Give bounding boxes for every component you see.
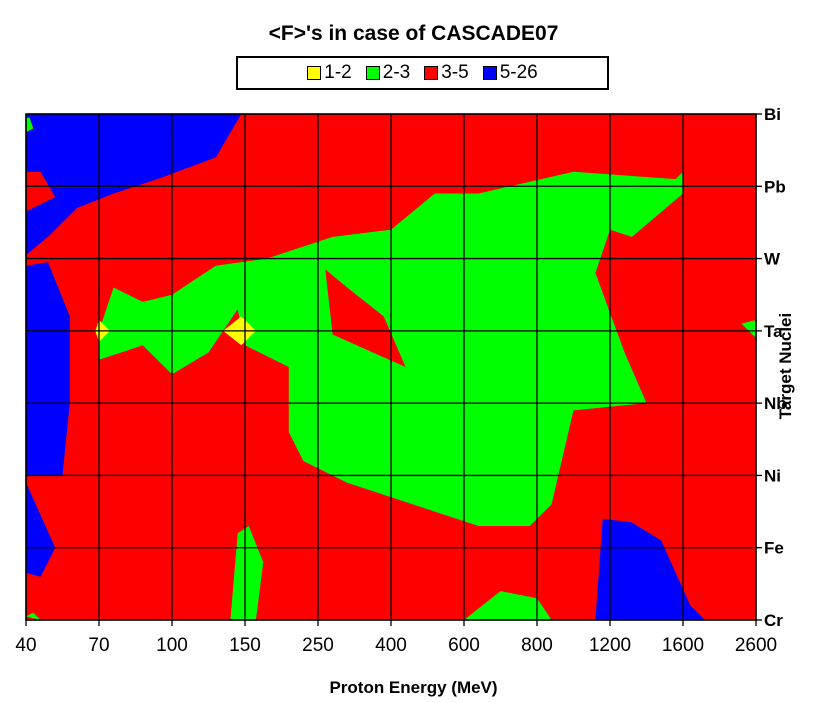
y-tick-label-Cr: Cr [764,611,783,630]
contour-region-2-3-10 [464,591,552,620]
legend-swatch-2-3 [365,66,380,80]
x-tick-label-1600: 1600 [662,635,704,656]
y-tick-label-Bi: Bi [764,105,781,124]
y-axis-label: Target Nuclei [776,312,795,420]
contour-region-3-5-8 [325,269,406,367]
x-axis-label: Proton Energy (MeV) [329,678,498,697]
contour-region-3-5-2 [26,171,56,212]
legend-label-3-5: 3-5 [441,62,469,83]
contour-region-2-3-11 [26,612,41,620]
x-axis-ticks: 40 70 100 150 250 400 600 800 1200 1600 2600 [15,620,777,656]
contour-region-2-3-9 [230,526,264,620]
x-tick-label-800: 800 [521,635,553,656]
legend-label-1-2: 1-2 [324,62,352,83]
x-tick-label-70: 70 [88,635,109,656]
contour-region-2-3-12 [741,320,756,339]
y-tick-label-Nb: Nb [764,394,787,413]
contour-region-5-26-1 [26,114,242,255]
y-tick-label-Pb: Pb [764,177,786,196]
legend-swatch-1-2 [307,66,322,80]
y-tick-label-Ta: Ta [764,322,783,341]
x-tick-label-250: 250 [302,635,334,656]
legend-item-5-26: 5-26 [482,62,538,84]
x-tick-label-1200: 1200 [589,635,631,656]
x-tick-label-400: 400 [375,635,407,656]
contour-region-5-26-6 [595,518,705,620]
x-tick-label-100: 100 [156,635,188,656]
legend-item-2-3: 2-3 [365,62,411,84]
y-axis-ticks: Cr Fe Ni Nb Ta W Pb Bi [756,105,787,630]
legend-swatch-3-5 [424,66,439,80]
contour-region-2-3-3 [26,117,34,133]
legend-item-3-5: 3-5 [424,62,469,84]
x-tick-label-150: 150 [229,635,261,656]
contour-region-5-26-4 [26,262,70,476]
legend-label-5-26: 5-26 [499,62,538,83]
x-tick-label-600: 600 [448,635,480,656]
y-tick-label-Fe: Fe [764,539,784,558]
x-tick-label-40: 40 [15,635,36,656]
chart-legend: 1-2 2-3 3-5 5-26 [236,56,609,90]
legend-label-2-3: 2-3 [382,62,411,83]
legend-swatch-5-26 [482,66,497,80]
y-tick-label-W: W [764,250,781,269]
legend-item-1-2: 1-2 [307,62,352,84]
x-tick-label-2600: 2600 [735,635,777,656]
contour-region-5-26-5 [26,482,56,577]
chart-title: <F>'s in case of CASCADE07 [268,22,559,45]
y-tick-label-Ni: Ni [764,466,781,485]
